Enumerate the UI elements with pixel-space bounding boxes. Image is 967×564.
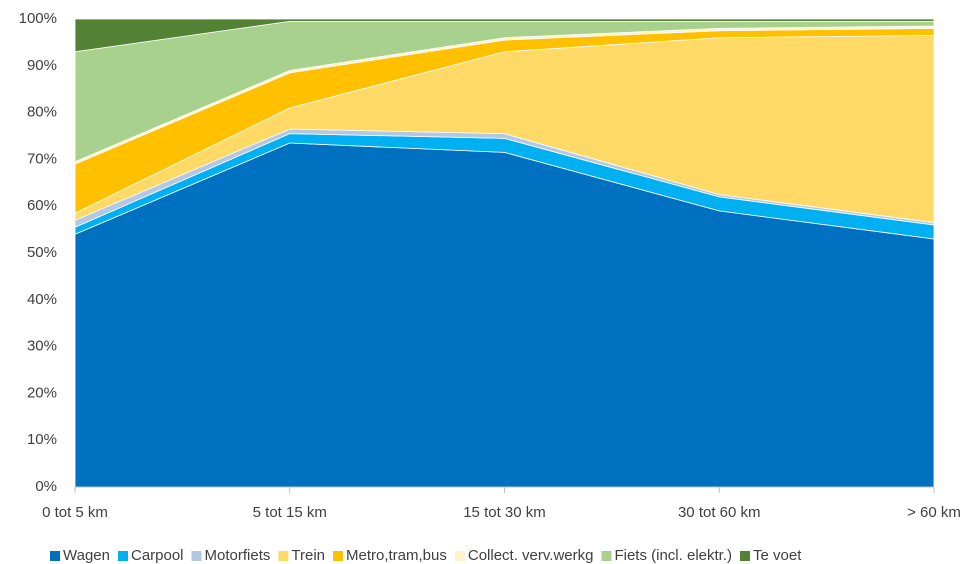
- legend-label: Wagen: [63, 547, 110, 564]
- legend-label: Te voet: [753, 547, 802, 564]
- x-tick-label: 30 tot 60 km: [678, 504, 761, 521]
- y-tick-label: 40%: [27, 291, 57, 308]
- legend-label: Motorfiets: [205, 547, 271, 564]
- legend-label: Carpool: [131, 547, 184, 564]
- y-tick-label: 60%: [27, 197, 57, 214]
- legend-swatch: [740, 551, 750, 561]
- y-tick-label: 10%: [27, 431, 57, 448]
- y-tick-label: 50%: [27, 244, 57, 261]
- x-tick-label: 5 tot 15 km: [253, 504, 327, 521]
- legend-swatch: [601, 551, 612, 561]
- legend-label: Trein: [291, 547, 325, 564]
- legend-swatch: [278, 551, 289, 561]
- y-tick-label: 20%: [27, 384, 57, 401]
- legend-swatch: [50, 551, 60, 561]
- legend-swatch: [191, 551, 202, 561]
- legend-swatch: [454, 551, 465, 561]
- y-tick-label: 90%: [27, 57, 57, 74]
- x-tick-label: 15 tot 30 km: [463, 504, 546, 521]
- y-tick-label: 30%: [27, 338, 57, 355]
- x-tick-label: > 60 km: [907, 504, 961, 521]
- legend-swatch: [117, 551, 128, 561]
- legend-label: Collect. verv.werkg: [468, 547, 594, 564]
- y-tick-label: 0%: [35, 478, 57, 495]
- y-tick-label: 70%: [27, 150, 57, 167]
- area: [74, 18, 935, 53]
- y-tick-label: 80%: [27, 104, 57, 121]
- x-tick-label: 0 tot 5 km: [42, 504, 108, 521]
- legend-label: Metro,tram,bus: [346, 547, 447, 564]
- legend-swatch: [333, 551, 343, 561]
- legend-label: Fiets (incl. elektr.): [614, 547, 732, 564]
- y-tick-label: 100%: [19, 10, 57, 27]
